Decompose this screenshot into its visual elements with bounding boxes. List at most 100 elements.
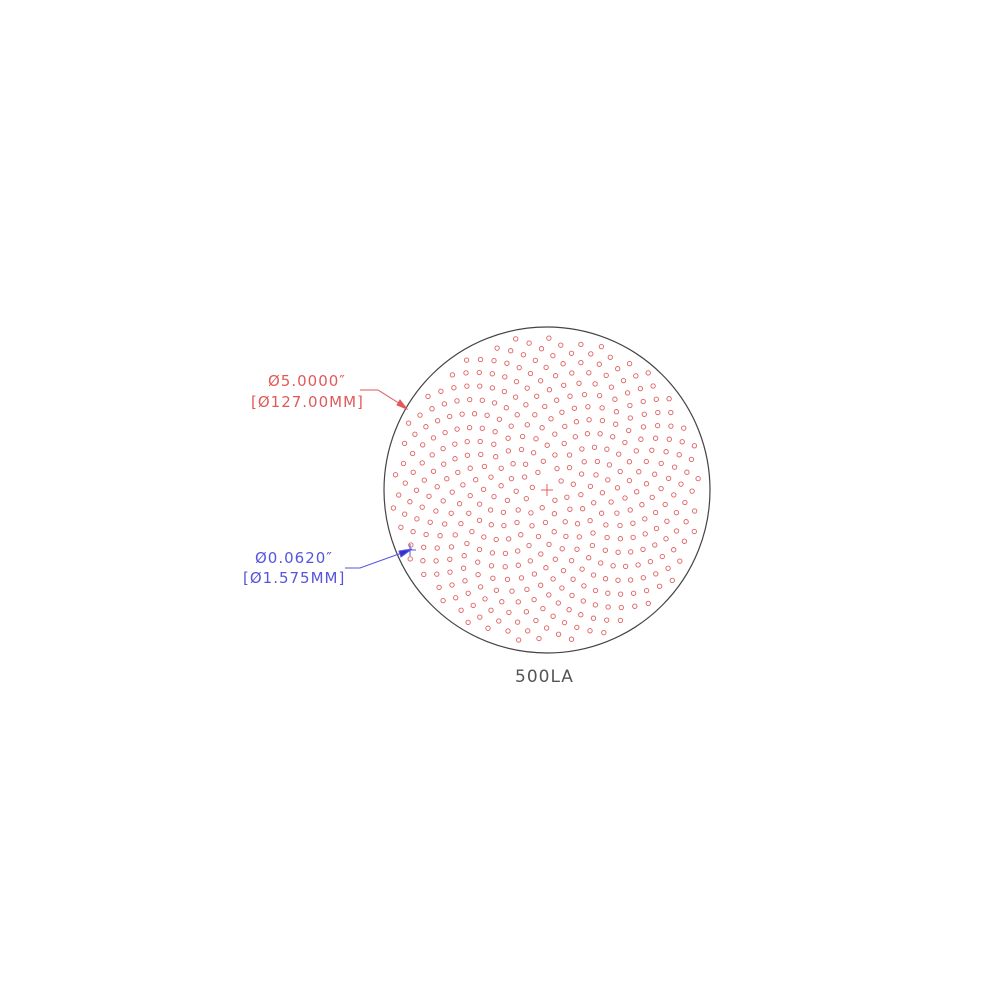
hole xyxy=(423,424,429,430)
hole xyxy=(525,628,531,634)
hole xyxy=(515,562,521,568)
hole xyxy=(491,493,497,500)
hole xyxy=(396,492,402,498)
hole xyxy=(532,357,538,364)
hole xyxy=(501,522,507,529)
hole xyxy=(605,590,611,596)
hole xyxy=(630,534,636,541)
hole xyxy=(436,584,442,591)
hole xyxy=(552,556,558,562)
hole xyxy=(448,510,454,516)
hole xyxy=(684,469,690,475)
hole xyxy=(453,595,459,601)
hole xyxy=(502,564,508,570)
outer-diameter-inch: Ø5.0000″ xyxy=(268,372,346,390)
hole xyxy=(469,528,475,535)
hole-diameter-mm: [Ø1.575MM] xyxy=(243,569,346,587)
hole xyxy=(455,469,461,476)
hole xyxy=(576,380,582,386)
hole xyxy=(645,600,651,607)
hole xyxy=(622,439,628,446)
hole xyxy=(691,508,698,514)
hole xyxy=(518,446,525,453)
hole xyxy=(417,412,423,418)
hole xyxy=(566,464,573,471)
hole xyxy=(530,450,537,456)
hole xyxy=(460,565,467,571)
hole xyxy=(421,544,427,550)
hole xyxy=(504,360,510,366)
hole xyxy=(604,446,610,452)
hole xyxy=(546,335,552,341)
hole-pattern xyxy=(390,335,701,643)
hole xyxy=(414,516,420,522)
hole xyxy=(560,361,566,367)
hole xyxy=(596,392,603,399)
hole xyxy=(566,452,573,458)
hole xyxy=(502,550,509,557)
hole xyxy=(487,507,494,513)
hole xyxy=(640,424,647,430)
hole xyxy=(496,618,502,624)
hole xyxy=(477,584,484,590)
hole xyxy=(604,534,610,541)
hole xyxy=(543,625,550,631)
hole xyxy=(551,511,558,517)
hole xyxy=(579,566,585,572)
hole xyxy=(653,571,659,577)
hole xyxy=(400,460,407,467)
hole xyxy=(524,385,530,391)
hole xyxy=(467,492,473,499)
hole xyxy=(613,409,620,415)
hole xyxy=(642,516,648,522)
hole xyxy=(491,357,497,364)
hole xyxy=(425,393,431,400)
hole xyxy=(604,617,610,623)
hole xyxy=(599,417,606,424)
hole xyxy=(513,336,519,342)
hole xyxy=(650,383,656,389)
part-number: 500LA xyxy=(515,667,574,687)
hole xyxy=(574,546,580,552)
hole xyxy=(597,431,603,437)
hole xyxy=(637,385,644,392)
hole xyxy=(506,609,512,616)
hole xyxy=(433,508,439,514)
hole xyxy=(442,429,448,436)
hole xyxy=(627,507,633,513)
hole xyxy=(500,509,507,516)
hole xyxy=(578,471,585,477)
hole xyxy=(502,374,508,380)
hole xyxy=(409,450,416,457)
hole xyxy=(405,420,412,426)
hole xyxy=(434,484,440,490)
hole xyxy=(419,460,425,466)
hole xyxy=(617,591,624,597)
hole xyxy=(535,469,541,476)
hole xyxy=(494,345,500,351)
hole xyxy=(488,474,494,480)
hole xyxy=(419,504,425,510)
hole xyxy=(602,576,609,582)
hole xyxy=(533,436,539,442)
hole xyxy=(449,489,455,495)
hole xyxy=(666,436,672,442)
hole xyxy=(540,605,546,612)
hole xyxy=(592,381,598,387)
hole xyxy=(482,596,488,602)
hole xyxy=(655,409,661,416)
hole xyxy=(527,558,533,564)
hole xyxy=(509,588,515,594)
hole xyxy=(466,510,472,516)
hole xyxy=(602,547,608,553)
hole xyxy=(652,435,659,441)
hole xyxy=(470,602,476,609)
hole xyxy=(540,458,546,464)
hole xyxy=(503,405,509,411)
hole xyxy=(612,396,618,402)
hole xyxy=(538,582,544,588)
hole xyxy=(640,398,646,405)
hole xyxy=(515,548,521,554)
hole xyxy=(671,464,678,470)
hole xyxy=(477,356,484,363)
